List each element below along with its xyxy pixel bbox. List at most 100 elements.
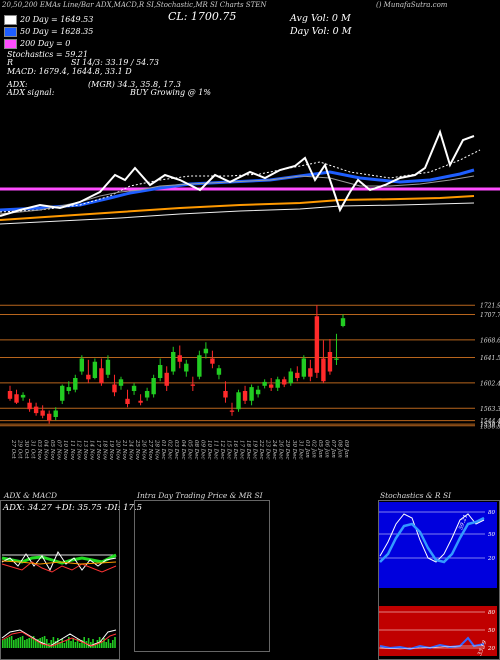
- adx-label: ADX:: [7, 80, 28, 89]
- candle-06 Jan: [321, 340, 326, 384]
- main-price-chart: 1721.98 1707.78 1668.63 1641.53 1602.46 1563.…: [0, 129, 500, 461]
- candle-body: [92, 361, 98, 378]
- macd-histogram-bar: [24, 640, 26, 648]
- macd-histogram-bar: [35, 640, 37, 648]
- candle-body: [236, 392, 241, 410]
- candle-27 Oct: [7, 385, 13, 401]
- x-label-34: 16 Dec: [232, 440, 238, 460]
- candle-12 Dec: [216, 365, 222, 380]
- candle-11 Nov: [66, 381, 71, 395]
- candle-23 Dec: [262, 379, 267, 389]
- candle-05 Dec: [184, 359, 189, 377]
- candlesticks: [7, 305, 346, 424]
- candle-05 Nov: [46, 410, 52, 424]
- candle-10 Dec: [203, 342, 209, 359]
- legend-ema50: 50 Day = 1628.35: [4, 27, 93, 37]
- candle-body: [327, 352, 333, 372]
- macd-histogram-bar: [61, 639, 63, 648]
- price-line: [0, 129, 475, 217]
- candle-body: [164, 372, 169, 386]
- candle-body: [60, 385, 65, 401]
- candle-14 Nov: [86, 359, 91, 384]
- candle-body: [216, 368, 222, 375]
- macd-histogram-bar: [13, 640, 15, 648]
- macd-histogram-bar: [112, 640, 114, 648]
- x-label-36: 18 Dec: [245, 440, 251, 460]
- candle-body: [66, 387, 71, 391]
- candle-09 Dec: [197, 350, 202, 380]
- macd-histogram-bar: [26, 639, 28, 648]
- candle-body: [301, 358, 307, 377]
- x-label-31: 11 Dec: [212, 440, 218, 460]
- candle-body: [242, 391, 248, 401]
- x-label-43: 30 Dec: [291, 440, 297, 460]
- candle-body: [210, 358, 215, 364]
- candle-27 Nov: [144, 387, 150, 401]
- stoch-level-label-2: 20: [487, 556, 495, 562]
- macd-histogram-bar: [57, 638, 59, 648]
- candle-body: [112, 384, 117, 393]
- candle-17 Nov: [92, 358, 98, 380]
- macd-signal-line: [1, 631, 117, 647]
- rsi-signal-line: [379, 645, 484, 650]
- macd-histogram-bar: [85, 641, 88, 648]
- adx-signal-value: BUY Growing @ 1%: [130, 88, 211, 97]
- x-label-35: 17 Dec: [239, 440, 245, 460]
- macd-histogram-bar: [15, 639, 17, 648]
- stoch-background: [379, 502, 497, 588]
- x-label-23: 01 Dec: [160, 440, 166, 460]
- adx-signal-label: ADX signal:: [7, 88, 55, 97]
- candle-13 Nov: [79, 355, 85, 375]
- x-label-18: 24 Nov: [128, 439, 134, 461]
- candle-10 Nov: [60, 384, 65, 404]
- header-right-note: () MunafaSutra.com: [376, 1, 448, 9]
- x-label-10: 12 Nov: [75, 440, 81, 461]
- macd-histogram-bar: [109, 643, 112, 648]
- candle-04 Dec: [177, 345, 182, 369]
- candle-body: [131, 385, 137, 391]
- rsi-line: [379, 636, 485, 651]
- rsi-value: SI 14/3: 33.19 / 54.73: [71, 58, 159, 67]
- macd-histogram-bar: [87, 638, 90, 648]
- x-label-19: 25 Nov: [134, 439, 140, 461]
- macd-histogram-bar: [94, 643, 96, 648]
- candle-29 Dec: [282, 376, 287, 388]
- macd-histogram-bar: [70, 641, 72, 648]
- legend-swatch-ema20: [4, 15, 17, 25]
- x-label-27: 05 Dec: [186, 440, 192, 460]
- x-label-3: 31 Oct: [30, 440, 36, 459]
- x-label-50: 08 Jan: [336, 440, 342, 458]
- price-level-label-5: 1563.39: [480, 406, 500, 413]
- x-label-11: 13 Nov: [82, 440, 88, 461]
- candle-body: [197, 355, 202, 377]
- x-axis-labels: 27 Oct 29 Oct 30 Oct 31 Oct 03 Nov 04 Nov 05 N…: [10, 439, 349, 461]
- price-level-label-2: 1668.63: [480, 337, 500, 344]
- macd-line: [1, 629, 117, 647]
- candle-28 Nov: [151, 374, 156, 398]
- x-label-4: 03 Nov: [36, 440, 42, 461]
- stoch-level-label-0: 80: [488, 510, 495, 516]
- x-label-32: 12 Dec: [219, 440, 225, 460]
- macd-histogram-bar: [2, 640, 4, 648]
- candle-body: [295, 372, 300, 378]
- x-label-24: 02 Dec: [167, 440, 173, 460]
- x-label-42: 29 Dec: [284, 439, 290, 460]
- x-label-49: 07 Jan: [330, 440, 336, 458]
- macd-histogram-bar: [37, 639, 39, 648]
- stoch-rsi-title: Stochastics & R SI: [380, 491, 452, 500]
- candle-31 Oct: [27, 398, 32, 412]
- candle-31 Dec: [295, 366, 300, 382]
- candle-body: [46, 413, 52, 421]
- candle-body: [144, 391, 150, 398]
- stochastics-panel: 80 50 20 59.21: [379, 502, 497, 588]
- candle-09 Jan: [340, 314, 346, 328]
- candle-body: [20, 394, 26, 398]
- x-label-25: 03 Dec: [173, 440, 179, 460]
- adx-values-text: ADX: 34.27 +DI: 35.75 -DI: 17.5: [3, 503, 143, 513]
- candle-body: [14, 394, 19, 403]
- macd-histogram-bar: [105, 642, 107, 648]
- macd-histogram-bar: [43, 636, 46, 648]
- rsi-value-label: 33.19: [477, 639, 488, 656]
- macd-histogram-bar: [74, 642, 77, 648]
- candle-29 Oct: [14, 389, 19, 404]
